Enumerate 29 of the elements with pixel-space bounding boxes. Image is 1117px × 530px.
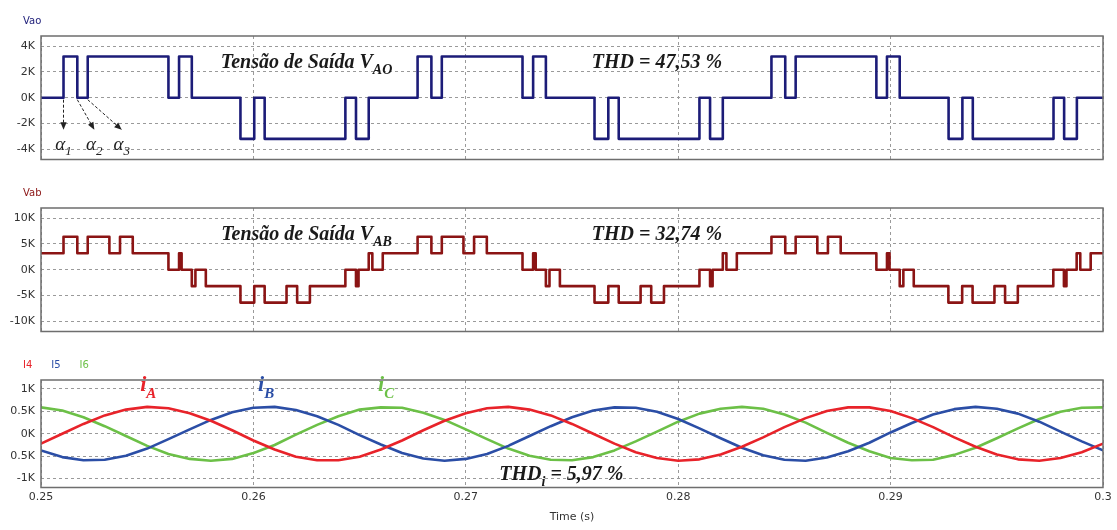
x-tick-label: 0.25	[28, 490, 54, 504]
y-tick-label: 0K	[20, 90, 36, 104]
y-tick-label: 5K	[20, 236, 36, 250]
y-tick-label: -4K	[16, 141, 36, 155]
x-tick-label: 0.26	[241, 490, 266, 504]
text: I6	[79, 358, 89, 370]
y-tick-label: 0.5K	[10, 449, 36, 463]
y-tick-label: -1K	[16, 471, 36, 485]
y-tick-label: 4K	[20, 39, 36, 53]
y-tick-label: -5K	[16, 288, 36, 302]
y-tick-label: -2K	[16, 116, 36, 130]
text: I5	[51, 358, 61, 370]
y-tick-label: 1K	[20, 381, 36, 395]
y-tick-label: 0K	[20, 262, 36, 276]
y-tick-label: 2K	[20, 64, 36, 78]
x-tick-label: 0.29	[878, 490, 903, 504]
text: Vao	[23, 14, 42, 26]
x-tick-label: 0.28	[665, 490, 691, 504]
y-tick-label: 10K	[13, 211, 36, 225]
x-tick-label: 0.27	[453, 490, 479, 504]
x-tick-label: 0.3	[1094, 490, 1112, 504]
y-tick-label: -10K	[9, 313, 36, 327]
y-tick-label: 0K	[20, 426, 36, 440]
annotation: THD = 47,53 %	[591, 49, 723, 72]
text: Vab	[23, 186, 42, 198]
x-axis-title: Time (s)	[548, 510, 595, 524]
y-tick-label: 0.5K	[10, 404, 36, 418]
text: I4	[23, 358, 33, 370]
annotation: THD = 32,74 %	[591, 221, 723, 244]
